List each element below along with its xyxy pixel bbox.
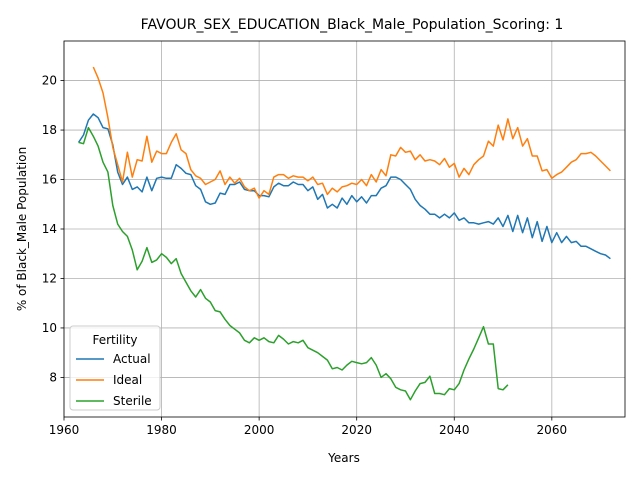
x-tick-label: 1980: [146, 423, 177, 437]
legend-label-ideal: Ideal: [113, 373, 142, 387]
x-tick-label: 2020: [341, 423, 372, 437]
legend-label-actual: Actual: [113, 352, 151, 366]
y-tick-label: 12: [42, 271, 57, 285]
legend: Fertility Actual Ideal Sterile: [70, 326, 160, 410]
y-axis-ticks: 8 10 12 14 16 18 20: [42, 74, 64, 385]
legend-label-sterile: Sterile: [113, 394, 152, 408]
x-axis-ticks: 1960 1980 2000 2020 2040 2060: [49, 417, 567, 437]
y-axis-label: % of Black_Male Population: [15, 147, 29, 311]
y-tick-label: 18: [42, 123, 57, 137]
x-tick-label: 2000: [244, 423, 275, 437]
y-tick-label: 8: [49, 370, 57, 384]
chart-title: FAVOUR_SEX_EDUCATION_Black_Male_Populati…: [141, 17, 564, 33]
x-tick-label: 2040: [439, 423, 470, 437]
x-axis-label: Years: [327, 451, 360, 465]
y-tick-label: 14: [42, 222, 57, 236]
y-tick-label: 16: [42, 173, 57, 187]
y-tick-label: 10: [42, 321, 57, 335]
legend-title: Fertility: [92, 333, 137, 347]
y-tick-label: 20: [42, 74, 57, 88]
x-tick-label: 2060: [537, 423, 568, 437]
x-tick-label: 1960: [49, 423, 80, 437]
